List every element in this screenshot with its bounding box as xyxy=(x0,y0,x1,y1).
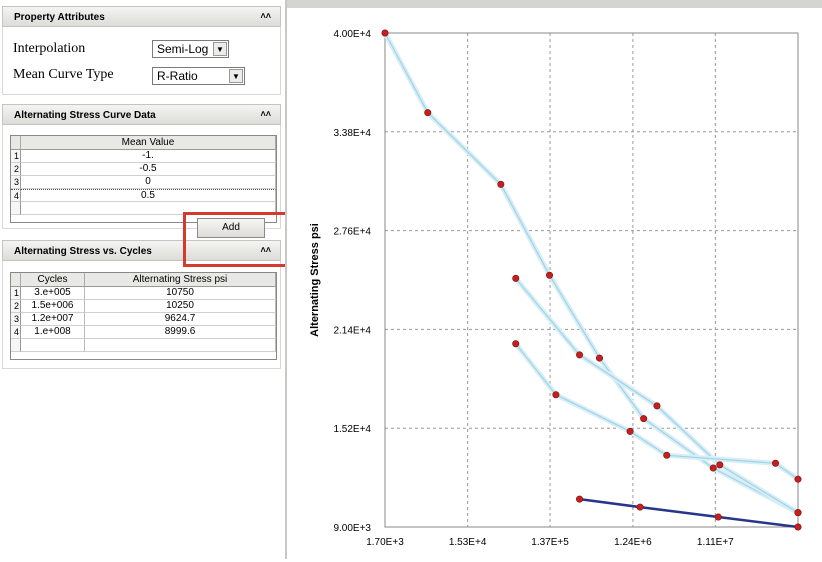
series-line-1 xyxy=(384,32,799,514)
mean-value-cell[interactable]: 0 xyxy=(21,176,276,189)
row-number xyxy=(11,202,21,215)
curve-data-header[interactable]: Alternating Stress Curve Data ˄˄ xyxy=(2,104,281,125)
y-tick-label: 3.38E+4 xyxy=(333,128,371,139)
data-point xyxy=(653,402,661,410)
data-point xyxy=(595,354,603,362)
interpolation-value: Semi-Log xyxy=(157,42,209,56)
mean-value-cell[interactable]: 0.5 xyxy=(21,189,276,202)
cycles-cell[interactable]: 1.5e+006 xyxy=(21,300,85,313)
data-point xyxy=(512,340,520,348)
data-point xyxy=(546,271,554,279)
series-line-4 xyxy=(579,497,799,529)
row-number: 2 xyxy=(11,300,21,313)
data-point xyxy=(636,503,644,511)
data-point xyxy=(424,109,432,117)
cycles-header[interactable]: Alternating Stress vs. Cycles ˄˄ xyxy=(2,240,281,261)
interpolation-select[interactable]: Semi-Log ▼ xyxy=(152,40,229,58)
row-number-header xyxy=(11,136,21,150)
data-point xyxy=(640,415,648,423)
stress-cell[interactable]: 10250 xyxy=(85,300,276,313)
row-number: 3 xyxy=(11,313,21,326)
series-halo xyxy=(382,31,800,515)
x-tick-label: 1.37E+5 xyxy=(531,537,569,548)
chart-top-bar xyxy=(287,0,822,8)
row-number xyxy=(11,339,21,352)
cycles-body: Cycles Alternating Stress psi 1 3.e+005 … xyxy=(2,261,281,369)
empty-cell[interactable] xyxy=(21,202,276,215)
panel-divider[interactable] xyxy=(285,0,287,559)
data-point xyxy=(663,451,671,459)
data-point xyxy=(794,523,802,531)
curve-data-body: Mean Value 1 -1. 2 -0.5 3 0 4 0.5 xyxy=(2,125,281,229)
data-point xyxy=(772,459,780,467)
y-tick-label: 1.52E+4 xyxy=(333,424,371,435)
series-halo xyxy=(513,342,800,482)
mean-curve-type-label: Mean Curve Type xyxy=(13,67,114,82)
empty-cell[interactable] xyxy=(21,339,85,352)
property-attributes-header[interactable]: Property Attributes ˄˄ xyxy=(2,6,281,27)
y-tick-label: 2.14E+4 xyxy=(333,325,371,336)
mean-value-column-header: Mean Value xyxy=(21,136,276,150)
stress-cell[interactable]: 8999.6 xyxy=(85,326,276,339)
data-point xyxy=(381,29,389,37)
add-button[interactable]: Add xyxy=(197,218,265,238)
series-line-3 xyxy=(515,343,799,480)
row-number: 1 xyxy=(11,287,21,300)
data-point xyxy=(497,180,505,188)
empty-cell[interactable] xyxy=(85,339,276,352)
row-number: 1 xyxy=(11,150,21,163)
cycles-cell[interactable]: 1.2e+007 xyxy=(21,313,85,326)
x-tick-label: 1.70E+3 xyxy=(366,537,404,548)
x-tick-label: 1.11E+7 xyxy=(697,537,734,548)
cycles-title: Alternating Stress vs. Cycles xyxy=(14,246,152,257)
data-point xyxy=(552,391,560,399)
add-button-highlight xyxy=(183,212,289,267)
data-point xyxy=(716,461,724,469)
data-point xyxy=(512,274,520,282)
mean-value-cell[interactable]: -1. xyxy=(21,150,276,163)
dropdown-arrow-icon[interactable]: ▼ xyxy=(229,69,243,83)
mean-curve-type-value: R-Ratio xyxy=(157,69,198,83)
property-attributes-body: Interpolation Semi-Log ▼ Mean Curve Type… xyxy=(2,27,281,95)
y-tick-label: 9.00E+3 xyxy=(333,523,371,534)
data-point xyxy=(576,495,584,503)
interpolation-label: Interpolation xyxy=(13,41,86,56)
row-number: 4 xyxy=(11,326,21,339)
stress-column-header: Alternating Stress psi xyxy=(85,273,276,287)
data-point xyxy=(794,475,802,483)
y-axis-label: Alternating Stress psi xyxy=(309,223,321,337)
data-point xyxy=(576,351,584,359)
data-point xyxy=(626,427,634,435)
x-tick-label: 1.24E+6 xyxy=(614,537,652,548)
cycles-cell[interactable]: 3.e+005 xyxy=(21,287,85,300)
left-panel: Property Attributes ˄˄ Interpolation Sem… xyxy=(0,0,289,559)
data-point xyxy=(709,464,717,472)
cycles-cell[interactable]: 1.e+008 xyxy=(21,326,85,339)
cycles-table: Cycles Alternating Stress psi 1 3.e+005 … xyxy=(10,272,277,360)
row-number-header xyxy=(11,273,21,287)
row-number: 4 xyxy=(11,189,21,202)
mean-value-cell[interactable]: -0.5 xyxy=(21,163,276,176)
cycles-column-header: Cycles xyxy=(21,273,85,287)
sn-curve-chart: 1.70E+3 1.53E+4 1.37E+5 1.24E+6 1.11E+7 9.00E… xyxy=(309,29,802,548)
double-chevron-up-icon[interactable]: ˄˄ xyxy=(260,109,271,119)
row-number: 2 xyxy=(11,163,21,176)
mean-value-table: Mean Value 1 -1. 2 -0.5 3 0 4 0.5 xyxy=(10,135,277,223)
data-point xyxy=(794,509,802,517)
curve-data-title: Alternating Stress Curve Data xyxy=(14,110,156,121)
mean-curve-type-select[interactable]: R-Ratio ▼ xyxy=(152,67,245,85)
row-number: 3 xyxy=(11,176,21,189)
stress-cell[interactable]: 10750 xyxy=(85,287,276,300)
stress-cell[interactable]: 9624.7 xyxy=(85,313,276,326)
dropdown-arrow-icon[interactable]: ▼ xyxy=(213,42,227,56)
plot-frame xyxy=(384,32,799,528)
y-tick-label: 2.76E+4 xyxy=(333,227,371,238)
double-chevron-up-icon[interactable]: ˄˄ xyxy=(260,245,271,255)
x-tick-label: 1.53E+4 xyxy=(449,537,487,548)
y-tick-label: 4.00E+4 xyxy=(333,29,371,40)
data-point xyxy=(714,513,722,521)
property-attributes-title: Property Attributes xyxy=(14,12,105,23)
chart-panel: 1.70E+3 1.53E+4 1.37E+5 1.24E+6 1.11E+7 9.00E… xyxy=(287,0,822,559)
double-chevron-up-icon[interactable]: ˄˄ xyxy=(260,11,271,21)
